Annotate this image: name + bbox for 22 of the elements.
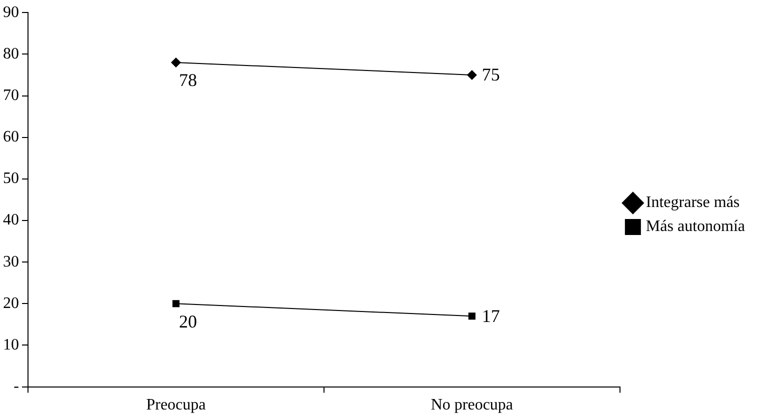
y-tick-label: 80 bbox=[3, 45, 19, 62]
point bbox=[172, 300, 180, 308]
y-tick-label: 60 bbox=[3, 128, 19, 146]
y-tick-label: 20 bbox=[3, 294, 19, 312]
legend-label: Integrarse más bbox=[646, 194, 740, 212]
y-tick-label: 50 bbox=[3, 170, 19, 188]
y-tick-label: 90 bbox=[3, 4, 19, 21]
data-label: 20 bbox=[178, 311, 197, 332]
y-tick-label: 10 bbox=[3, 336, 19, 354]
data-label: 75 bbox=[482, 64, 500, 85]
y-tick-label: 70 bbox=[3, 86, 19, 104]
legend-label: Más autonomía bbox=[646, 218, 745, 236]
data-label: 78 bbox=[178, 70, 197, 90]
y-tick-label: 40 bbox=[3, 212, 19, 229]
y-tick-label: 30 bbox=[3, 253, 19, 270]
x-tick-label: Preocupa bbox=[146, 396, 206, 414]
point bbox=[170, 57, 181, 68]
y-tick-label: - bbox=[14, 378, 19, 396]
x-tick-label: No preocupa bbox=[430, 396, 514, 414]
point bbox=[468, 312, 476, 320]
data-label: 17 bbox=[482, 306, 500, 326]
point bbox=[466, 70, 477, 80]
